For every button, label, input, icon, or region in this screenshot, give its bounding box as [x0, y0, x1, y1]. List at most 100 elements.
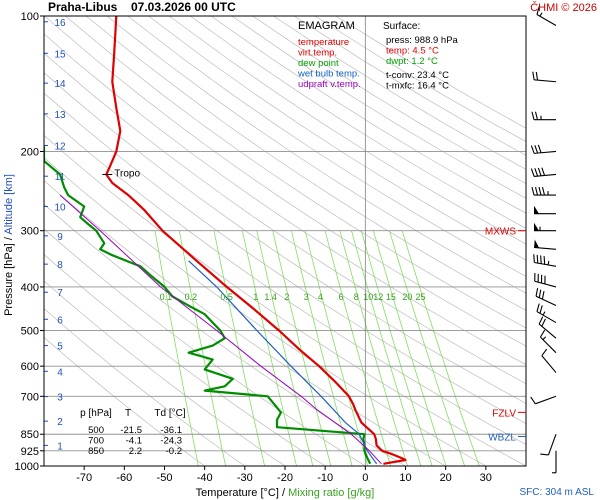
altitude-label: Altitude [km]: [3, 174, 15, 235]
pressure-tick-label: 1000: [15, 461, 39, 473]
wind-barb: [535, 288, 557, 307]
pressure-tick-label: 850: [21, 429, 39, 441]
temperature-tick-label: -70: [76, 472, 92, 484]
wind-barb: [541, 348, 557, 373]
wind-barb: [552, 450, 557, 474]
altitude-tick-label: 14: [54, 79, 66, 90]
mixing-ratio-line: [360, 230, 433, 466]
sounding-datetime: 07.03.2026 00 UTC: [131, 0, 236, 14]
mixing-ratio-tick-label: 8: [354, 292, 359, 302]
table-cell: 2.2: [129, 446, 142, 457]
sfc-height-label: SFC: 304 m ASL: [520, 487, 595, 498]
altitude-tick-label: 16: [54, 18, 66, 29]
pressure-tick-label: 600: [21, 361, 39, 373]
dry-adiabat: [44, 72, 526, 404]
mixing-ratio-tick-label: 6: [338, 292, 343, 302]
wind-barb: [530, 167, 557, 177]
altitude-tick-label: 13: [54, 110, 66, 121]
mixing-ratio-line: [304, 230, 369, 466]
altitude-tick-label: 11: [55, 172, 66, 183]
pressure-tick-label: 200: [21, 147, 39, 159]
altitude-tick-label: 3: [57, 393, 63, 404]
credit-text: ČHMI © 2026: [530, 1, 597, 14]
mixing-ratio-line: [178, 230, 226, 466]
temperature-tick-label: -50: [157, 472, 173, 484]
wind-barb: [536, 303, 557, 324]
temperature-tick-label: 30: [480, 472, 492, 484]
series-udpraft-v-temp-line: [59, 194, 382, 465]
series-wet-bulb-temp-line: [188, 260, 378, 465]
series-temperatureline: [105, 16, 407, 465]
altitude-tick-label: 5: [57, 342, 63, 353]
sounding-profiles: [44, 16, 407, 465]
mixing-ratio-line: [351, 230, 422, 466]
dry-adiabat: [44, 92, 526, 425]
mixing-ratio-labels: 0.1 0.2 0.5 1 1.4 2 3 4 6 8 10 12 15 20 25: [160, 292, 426, 302]
mixing-ratio-line: [324, 230, 392, 466]
mixing-ratio-tick-label: 2: [284, 292, 289, 302]
pressure-tick-label: 400: [21, 282, 39, 294]
mixing-ratio-line: [291, 230, 353, 466]
level-markers: Tropo MXWS FZLV WBZL: [102, 168, 526, 444]
altitude-tick-label: 1: [57, 441, 63, 452]
table-cell: 500: [88, 425, 104, 436]
temperature-axis: -70 -60 -50 -40 -30 -20 -10 0 10 20 30: [76, 466, 492, 484]
y-axis-title: Pressure [hPa] / Altitude [km]: [3, 174, 15, 316]
wind-barb: [532, 71, 557, 83]
altitude-tick-label: 15: [54, 49, 66, 60]
mixing-ratio-lines: [154, 230, 480, 466]
table-header: Td [°C]: [154, 408, 185, 419]
dry-adiabat: [44, 33, 526, 366]
table-cell: -0.2: [166, 446, 182, 457]
legend-item-label: wet bulb temp.: [297, 69, 360, 80]
pressure-axis: 100 200 300 400 500 600 700 850 925 1000: [15, 11, 44, 473]
temperature-label: Temperature [°C]: [196, 487, 279, 499]
dry-adiabat: [231, 16, 526, 199]
dry-adiabat: [127, 16, 526, 277]
temperature-tick-label: 0: [362, 472, 368, 484]
mixing-ratio-tick-label: 3: [304, 292, 309, 302]
table-header: p [hPa]: [80, 408, 112, 419]
mixing-ratio-tick-label: 1: [253, 292, 258, 302]
mixing-ratio-tick-label: 4: [318, 292, 323, 302]
temperature-tick-label: 20: [440, 472, 452, 484]
legend-title: EMAGRAM: [298, 20, 355, 32]
altitude-tick-label: 9: [57, 232, 63, 243]
temperature-tick-label: -30: [237, 472, 253, 484]
mixing-ratio-tick-label: 10: [363, 292, 373, 302]
pressure-label: Pressure [hPa]: [3, 243, 15, 316]
wind-barb: [531, 111, 556, 121]
station-name: Praha-Libus: [48, 0, 118, 14]
temperature-tick-label: -10: [317, 472, 333, 484]
wind-barb: [531, 186, 556, 196]
dry-adiabat: [169, 16, 526, 245]
dry-adiabat: [85, 16, 526, 311]
surface-index-line: t-mxfc: 16.4 °C: [386, 81, 449, 92]
wind-barb: [534, 272, 557, 288]
mixing-ratio-line: [272, 230, 332, 466]
temperature-tick-label: -40: [197, 472, 213, 484]
dry-adiabat: [210, 16, 526, 214]
altitude-tick-label: 4: [57, 367, 63, 378]
mixing-ratio-tick-label: 25: [415, 292, 425, 302]
wind-barb: [533, 254, 557, 267]
table-cell: 700: [88, 436, 104, 447]
table-cell: 850: [88, 446, 104, 457]
mixing-ratio-line: [213, 230, 265, 466]
mixing-ratio-tick-label: 20: [402, 292, 412, 302]
x-title-separator: /: [279, 487, 288, 499]
mixing-ratio-line: [373, 230, 447, 466]
surface-line: dwpt: 1.2 °C: [386, 56, 438, 67]
table-cell: -36.1: [160, 425, 182, 436]
legend-item-label: dew point: [298, 58, 339, 69]
table-header: T: [125, 408, 131, 419]
pressure-tick-label: 100: [21, 11, 39, 23]
plot-background: [44, 16, 526, 466]
altitude-tick-label: 12: [54, 142, 66, 153]
dry-adiabat: [148, 16, 526, 261]
mixing-ratio-tick-label: 0.2: [185, 292, 198, 302]
